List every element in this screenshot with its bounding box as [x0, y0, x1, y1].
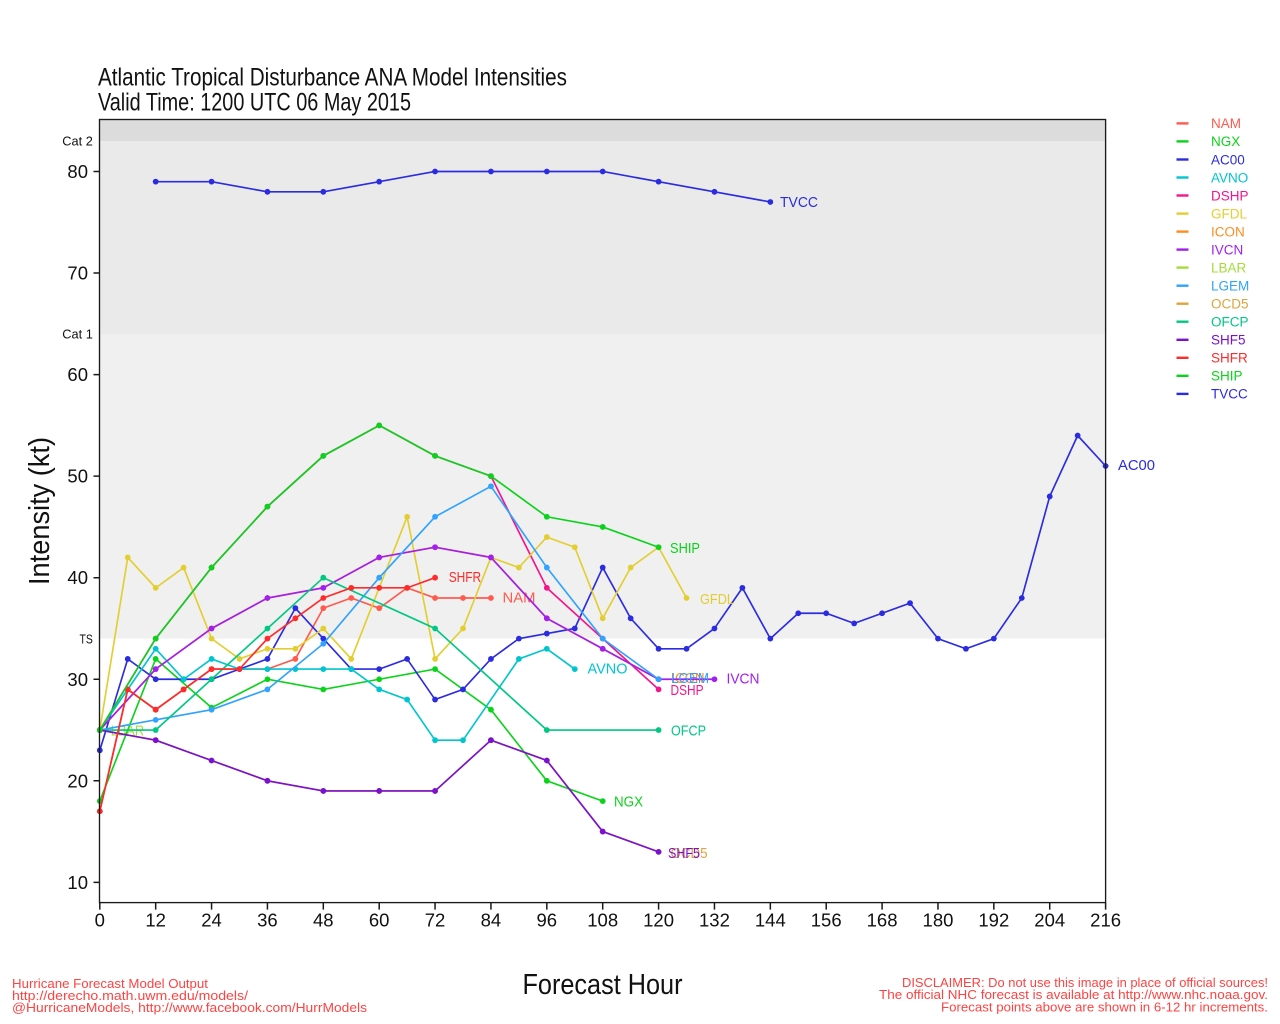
svg-text:NGX: NGX — [1211, 134, 1240, 149]
svg-text:108: 108 — [587, 910, 618, 931]
svg-text:36: 36 — [257, 910, 278, 931]
svg-text:AVNO: AVNO — [1211, 170, 1248, 185]
svg-text:NGX: NGX — [614, 794, 643, 811]
svg-text:120: 120 — [643, 910, 674, 931]
svg-text:Cat 2: Cat 2 — [62, 134, 93, 149]
svg-text:GFDL: GFDL — [1211, 206, 1247, 221]
svg-text:204: 204 — [1034, 910, 1065, 931]
svg-text:TVCC: TVCC — [780, 194, 818, 211]
svg-text:Forecast Hour: Forecast Hour — [523, 969, 683, 1001]
svg-text:60: 60 — [369, 910, 390, 931]
svg-text:OFCP: OFCP — [671, 723, 706, 740]
svg-text:IVCN: IVCN — [727, 671, 760, 688]
svg-text:60: 60 — [67, 364, 88, 385]
svg-text:168: 168 — [867, 910, 898, 931]
svg-text:30: 30 — [67, 669, 88, 690]
svg-text:NAM: NAM — [503, 590, 536, 607]
svg-text:OCD5: OCD5 — [1211, 297, 1249, 312]
svg-text:0: 0 — [95, 910, 105, 931]
svg-text:SHF5: SHF5 — [1211, 333, 1246, 348]
svg-text:IVCN: IVCN — [1211, 242, 1243, 257]
svg-text:72: 72 — [425, 910, 446, 931]
svg-text:OCD5: OCD5 — [671, 845, 708, 862]
svg-text:10: 10 — [67, 872, 88, 893]
svg-text:216: 216 — [1090, 910, 1121, 931]
svg-text:Atlantic Tropical Disturbance: Atlantic Tropical Disturbance ANA Model … — [98, 64, 567, 92]
svg-text:DSHP: DSHP — [671, 682, 704, 699]
svg-text:156: 156 — [811, 910, 842, 931]
svg-text:96: 96 — [537, 910, 558, 931]
svg-text:DSHP: DSHP — [1211, 188, 1249, 203]
svg-text:@HurricaneModels, http://www.f: @HurricaneModels, http://www.facebook.co… — [12, 1000, 368, 1015]
svg-text:48: 48 — [313, 910, 334, 931]
svg-text:SHFR: SHFR — [449, 569, 482, 586]
svg-text:Valid Time: 1200 UTC 06 May 20: Valid Time: 1200 UTC 06 May 2015 — [98, 89, 411, 117]
svg-text:OFCP: OFCP — [1211, 315, 1249, 330]
svg-text:AVNO: AVNO — [588, 661, 628, 678]
svg-text:SHIP: SHIP — [670, 540, 700, 557]
svg-text:180: 180 — [923, 910, 954, 931]
svg-text:192: 192 — [978, 910, 1009, 931]
svg-text:TS: TS — [80, 631, 94, 646]
svg-text:ICON: ICON — [1211, 224, 1245, 239]
svg-text:20: 20 — [67, 770, 88, 791]
svg-text:NAM: NAM — [1211, 116, 1241, 131]
svg-text:DISCLAIMER: Do not use this im: DISCLAIMER: Do not use this image in pla… — [902, 975, 1268, 990]
svg-text:Forecast points above are show: Forecast points above are shown in 6-12 … — [941, 1000, 1268, 1015]
svg-text:84: 84 — [481, 910, 502, 931]
svg-text:132: 132 — [699, 910, 730, 931]
svg-text:http://derecho.math.uwm.edu/mo: http://derecho.math.uwm.edu/models/ — [12, 988, 248, 1003]
svg-text:40: 40 — [67, 567, 88, 588]
svg-text:SHIP: SHIP — [1211, 369, 1243, 384]
svg-text:LGEM: LGEM — [1211, 279, 1249, 294]
svg-text:Hurricane Forecast Model Outpu: Hurricane Forecast Model Output — [12, 976, 208, 991]
svg-text:AC00: AC00 — [1211, 152, 1245, 167]
svg-text:TVCC: TVCC — [1211, 387, 1248, 402]
svg-text:LGEM: LGEM — [671, 670, 709, 687]
svg-text:24: 24 — [201, 910, 222, 931]
svg-text:50: 50 — [67, 466, 88, 487]
svg-text:Cat 1: Cat 1 — [62, 327, 93, 342]
svg-text:SHF5: SHF5 — [668, 845, 700, 862]
svg-text:The official NHC forecast is a: The official NHC forecast is available a… — [879, 987, 1268, 1002]
svg-text:12: 12 — [145, 910, 166, 931]
svg-text:70: 70 — [67, 263, 88, 284]
svg-text:80: 80 — [67, 161, 88, 182]
svg-text:LBAR: LBAR — [1211, 260, 1247, 275]
svg-text:AC00: AC00 — [1118, 457, 1155, 474]
svg-text:Intensity (kt): Intensity (kt) — [24, 437, 56, 585]
svg-text:GFDL: GFDL — [700, 591, 734, 608]
svg-text:144: 144 — [755, 910, 786, 931]
svg-text:SHFR: SHFR — [1211, 351, 1248, 366]
